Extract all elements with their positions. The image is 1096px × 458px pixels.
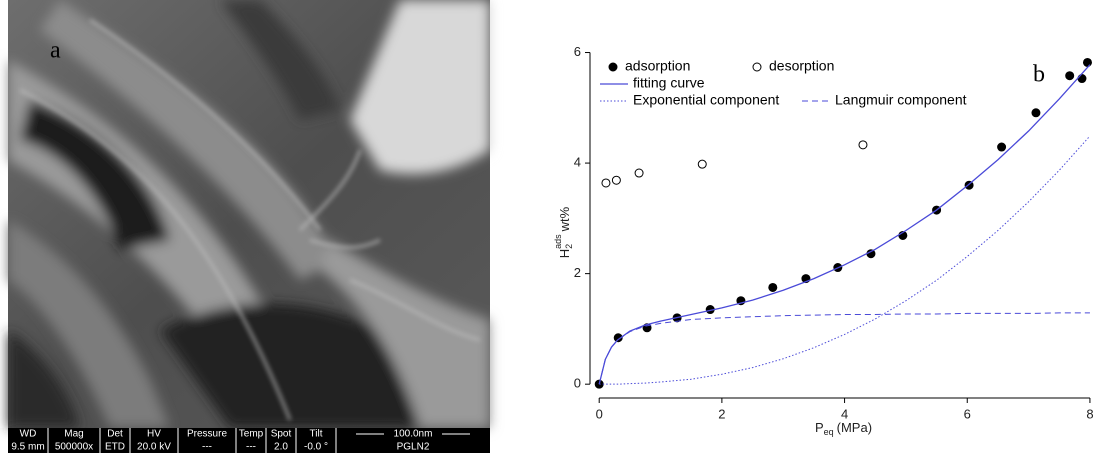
y-axis-label-sub: 2 — [564, 244, 574, 249]
info-header: Spot — [271, 429, 292, 440]
info-header: Pressure — [187, 429, 227, 440]
panel-label: a — [50, 38, 61, 64]
data-point — [1082, 57, 1092, 67]
info-header: Tilt — [310, 429, 323, 440]
legend-marker — [608, 62, 618, 72]
info-value: 9.5 mm — [11, 442, 44, 453]
info-header: Det — [107, 429, 123, 440]
y-tick-label: 6 — [574, 44, 581, 59]
info-value: ETD — [105, 442, 125, 453]
data-point — [1065, 71, 1075, 81]
info-value: --- — [202, 442, 212, 453]
info-bar: WD 9.5 mm Mag 500000x Det ETD HV 20.0 kV Pressur… — [8, 428, 490, 453]
legend-label: Langmuir component — [835, 92, 967, 108]
legend-marker — [752, 62, 762, 72]
x-tick-label: 6 — [964, 406, 971, 421]
y-axis-label: H2ads wt% — [553, 206, 574, 258]
data-point — [611, 175, 621, 185]
info-header: HV — [147, 429, 161, 440]
x-axis-label-unit: (MPa) — [837, 420, 872, 435]
x-tick-label: 8 — [1086, 406, 1093, 421]
y-tick-label: 0 — [574, 376, 581, 391]
y-axis-label-base: H — [557, 249, 572, 258]
x-axis-label: Peq (MPa) — [815, 420, 872, 437]
curve — [599, 135, 1091, 385]
info-value: 500000x — [55, 442, 93, 453]
data-point — [1077, 74, 1087, 84]
curve — [598, 64, 1091, 385]
y-tick-label: 2 — [574, 265, 581, 280]
y-tick-label: 4 — [574, 155, 581, 170]
x-tick-label: 2 — [718, 406, 725, 421]
info-header: 100.0nm — [394, 429, 433, 440]
legend-label: adsorption — [625, 58, 690, 74]
data-point — [613, 333, 623, 343]
data-point — [1031, 108, 1041, 118]
x-tick-label: 4 — [841, 406, 848, 421]
info-value: 20.0 kV — [137, 442, 171, 453]
info-value: 2.0 — [274, 442, 288, 453]
info-header: WD — [20, 429, 37, 440]
info-value: -0.0 ° — [304, 442, 328, 453]
data-point — [858, 140, 868, 150]
x-axis-label-base: P — [815, 420, 824, 435]
legend-label: Exponential component — [633, 92, 779, 108]
x-tick-label: 0 — [596, 406, 603, 421]
x-axis-label-sub: eq — [824, 427, 834, 437]
panel-label: b — [1033, 62, 1045, 88]
data-point — [997, 142, 1007, 152]
legend-label: fitting curve — [633, 75, 705, 91]
data-point — [601, 178, 611, 188]
data-point — [768, 282, 778, 292]
info-header: Mag — [64, 429, 83, 440]
info-value: --- — [246, 442, 256, 453]
info-value: PGLN2 — [397, 442, 430, 453]
legend-label: desorption — [769, 58, 834, 74]
y-axis-label-sup: ads — [553, 234, 563, 249]
data-point — [697, 159, 707, 169]
curve — [598, 312, 1090, 385]
sem-image: a — [8, 0, 490, 428]
y-axis-label-unit: wt% — [557, 206, 572, 232]
info-header: Temp — [239, 429, 264, 440]
data-point — [634, 168, 644, 178]
